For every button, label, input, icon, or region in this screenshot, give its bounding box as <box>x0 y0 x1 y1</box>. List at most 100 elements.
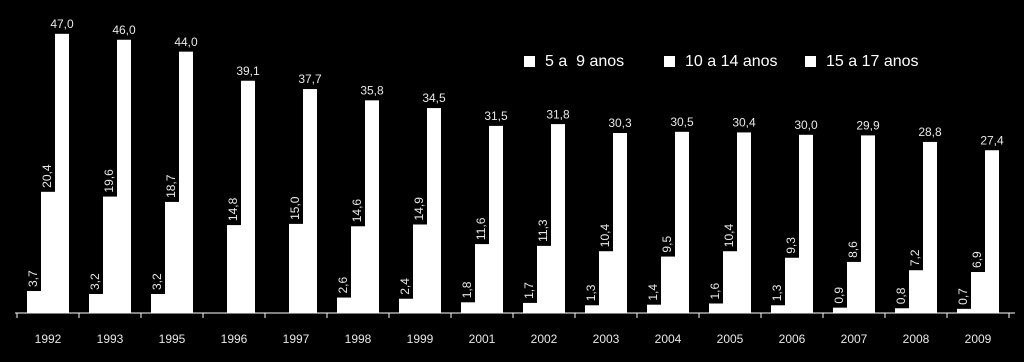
bar <box>241 80 255 313</box>
bar <box>475 244 489 313</box>
data-label: 1,7 <box>522 282 536 299</box>
data-label: 39,1 <box>236 64 260 78</box>
data-label: 47,0 <box>50 17 74 31</box>
data-label: 31,5 <box>484 109 508 123</box>
bar <box>427 108 441 313</box>
bar <box>675 131 689 313</box>
bar <box>709 303 723 313</box>
bar <box>337 297 351 313</box>
bar <box>55 33 69 313</box>
bar <box>117 39 131 313</box>
data-label: 14,9 <box>412 197 426 221</box>
bar <box>413 224 427 313</box>
x-tick-label: 2004 <box>655 332 682 346</box>
bar <box>303 89 317 313</box>
data-label: 30,4 <box>732 116 756 130</box>
data-label: 6,9 <box>970 251 984 268</box>
x-tick-label: 2003 <box>593 332 620 346</box>
data-label: 0,7 <box>956 288 970 305</box>
x-tick-label: 2009 <box>965 332 992 346</box>
data-label: 9,5 <box>660 236 674 253</box>
bar <box>861 135 875 313</box>
bar <box>41 191 55 313</box>
data-label: 34,5 <box>422 91 446 105</box>
data-label: 27,4 <box>980 133 1004 147</box>
data-label: 18,7 <box>164 174 178 198</box>
data-label: 10,4 <box>598 224 612 248</box>
bar <box>103 196 117 313</box>
data-label: 3,7 <box>26 270 40 287</box>
bar <box>365 100 379 314</box>
data-label: 0,8 <box>894 287 908 304</box>
bar <box>833 307 847 313</box>
data-label: 10,4 <box>722 224 736 248</box>
bar <box>613 133 627 313</box>
bar <box>151 293 165 313</box>
data-label: 28,8 <box>918 125 942 139</box>
x-tick-label: 1998 <box>345 332 372 346</box>
legend-label: 15 a 17 anos <box>826 53 919 70</box>
data-label: 11,6 <box>474 217 488 240</box>
bar <box>923 141 937 313</box>
data-label: 14,8 <box>226 197 240 221</box>
bar <box>799 134 813 313</box>
bar <box>971 272 985 313</box>
bar <box>461 302 475 313</box>
x-tick-label: 2002 <box>531 332 558 346</box>
bar <box>89 293 103 313</box>
x-tick-label: 2005 <box>717 332 744 346</box>
x-tick-label: 2008 <box>903 332 930 346</box>
bar <box>227 225 241 313</box>
bar <box>847 261 861 313</box>
data-label: 9,3 <box>784 237 798 254</box>
data-label: 37,7 <box>298 72 322 86</box>
data-label: 2,4 <box>398 278 412 295</box>
bar <box>351 226 365 313</box>
bar <box>785 257 799 313</box>
data-label: 30,3 <box>608 116 632 130</box>
data-label: 0,9 <box>832 287 846 304</box>
bar <box>723 251 737 313</box>
legend-swatch <box>805 56 816 67</box>
bar <box>27 291 41 313</box>
data-label: 30,5 <box>670 115 694 129</box>
data-label: 44,0 <box>174 35 198 49</box>
bar <box>489 125 503 313</box>
bar <box>585 305 599 313</box>
bar <box>661 256 675 313</box>
bar <box>647 304 661 313</box>
data-label: 1,6 <box>708 282 722 299</box>
bar <box>771 305 785 313</box>
legend-swatch <box>524 56 535 67</box>
data-label: 29,9 <box>856 119 880 133</box>
legend-label: 10 a 14 anos <box>685 53 778 70</box>
x-tick-label: 2007 <box>841 332 868 346</box>
data-label: 46,0 <box>112 23 136 37</box>
x-tick-label: 2006 <box>779 332 806 346</box>
data-label: 1,3 <box>770 284 784 301</box>
bar <box>399 298 413 313</box>
data-label: 35,8 <box>360 84 384 98</box>
x-tick-label: 1997 <box>283 332 310 346</box>
bar <box>737 132 751 313</box>
bar <box>289 223 303 313</box>
data-label: 3,2 <box>150 273 164 290</box>
data-label: 1,8 <box>460 281 474 298</box>
x-tick-label: 1996 <box>221 332 248 346</box>
data-label: 20,4 <box>40 164 54 188</box>
x-tick-label: 1993 <box>97 332 124 346</box>
legend-swatch <box>664 56 675 67</box>
bar <box>523 302 537 313</box>
data-label: 1,3 <box>584 284 598 301</box>
data-label: 19,6 <box>102 169 116 193</box>
bar <box>985 150 999 313</box>
x-tick-label: 1999 <box>407 332 434 346</box>
data-label: 11,3 <box>536 219 550 242</box>
data-label: 30,0 <box>794 118 818 132</box>
data-label: 2,6 <box>336 277 350 294</box>
data-label: 31,8 <box>546 107 570 121</box>
x-tick-label: 1992 <box>35 332 62 346</box>
data-label: 1,4 <box>646 284 660 301</box>
data-label: 15,0 <box>288 196 302 220</box>
